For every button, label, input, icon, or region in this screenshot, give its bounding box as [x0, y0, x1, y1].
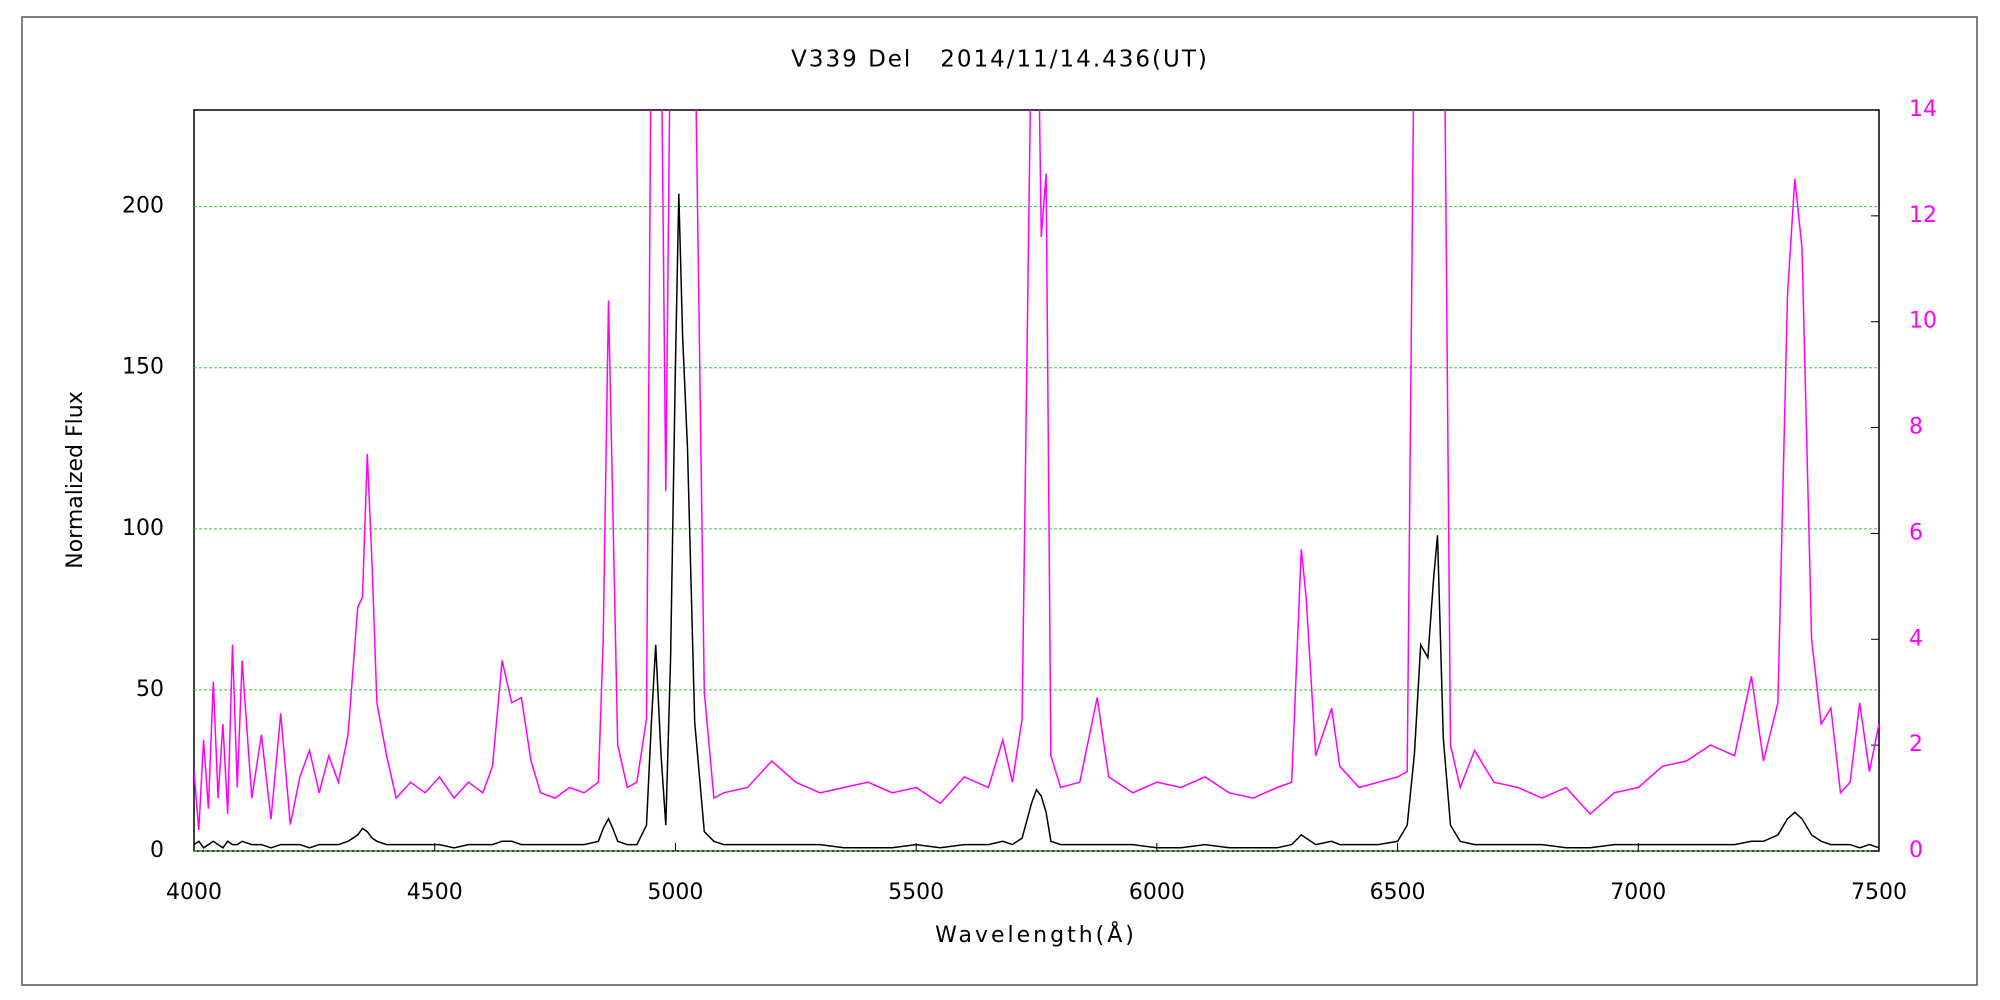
y2-tick-label: 6	[1909, 520, 1923, 545]
y2-tick-label: 12	[1909, 203, 1937, 228]
y-tick-label: 100	[122, 516, 164, 541]
y2-tick-label: 0	[1909, 838, 1923, 863]
x-tick-label: 7000	[1610, 880, 1666, 905]
x-axis-label: Wavelength(Å)	[935, 921, 1137, 948]
series-line	[194, 110, 1879, 830]
y2-tick-label: 14	[1909, 97, 1937, 122]
plot-area	[193, 109, 1880, 852]
series-line	[194, 193, 1879, 849]
y-tick-label: 50	[136, 677, 164, 702]
y2-tick-label: 8	[1909, 415, 1923, 440]
x-tick-label: 4500	[407, 880, 463, 905]
x-tick-label: 6500	[1370, 880, 1426, 905]
x-tick-label: 5500	[888, 880, 944, 905]
y-tick-label: 0	[150, 838, 164, 863]
x-tick-label: 5000	[647, 880, 703, 905]
y-tick-label: 200	[122, 194, 164, 219]
y2-tick-label: 4	[1909, 626, 1923, 651]
y-axis-label: Normalized Flux	[63, 391, 88, 568]
chart-title: V339 Del 2014/11/14.436(UT)	[791, 47, 1209, 73]
y2-tick-label: 10	[1909, 309, 1937, 334]
y-tick-label: 150	[122, 355, 164, 380]
x-tick-label: 7500	[1851, 880, 1907, 905]
y2-tick-label: 2	[1909, 732, 1923, 757]
frame	[21, 16, 1978, 986]
x-tick-label: 4000	[166, 880, 222, 905]
x-tick-label: 6000	[1129, 880, 1185, 905]
